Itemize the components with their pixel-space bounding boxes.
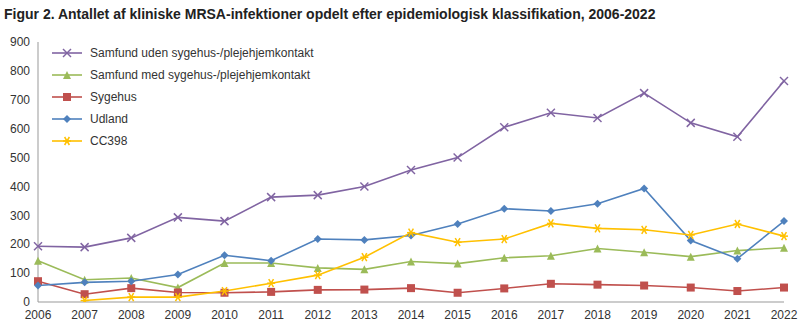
svg-text:2009: 2009	[165, 308, 192, 322]
svg-text:2010: 2010	[211, 308, 238, 322]
svg-text:2021: 2021	[724, 308, 751, 322]
html-text:Figur 2. Antallet af kliniske: Figur 2. Antallet af kliniske MRSA-infek…	[4, 6, 656, 22]
svg-text:2020: 2020	[677, 308, 704, 322]
svg-text:2012: 2012	[304, 308, 331, 322]
svg-text:2017: 2017	[538, 308, 565, 322]
html-text:Samfund uden sygehus-/plejehje: Samfund uden sygehus-/plejehjemkontakt	[90, 46, 314, 60]
svg-text:800: 800	[10, 64, 30, 78]
svg-text:2011: 2011	[258, 308, 284, 322]
svg-text:2006: 2006	[25, 308, 52, 322]
svg-text:500: 500	[10, 151, 30, 165]
html-text:Sygehus: Sygehus	[90, 90, 137, 104]
svg-text:2015: 2015	[444, 308, 471, 322]
html-text:Samfund med sygehus-/plejehjem: Samfund med sygehus-/plejehjemkontakt	[90, 68, 311, 82]
html-text:CC398: CC398	[90, 134, 128, 148]
svg-text:400: 400	[10, 180, 30, 194]
svg-text:2014: 2014	[398, 308, 425, 322]
html-text:Udland: Udland	[90, 112, 128, 126]
svg-text:2013: 2013	[351, 308, 378, 322]
svg-text:0: 0	[23, 295, 30, 309]
svg-text:2019: 2019	[631, 308, 658, 322]
svg-text:2022: 2022	[771, 308, 792, 322]
svg-text:2007: 2007	[71, 308, 98, 322]
svg-text:300: 300	[10, 209, 30, 223]
svg-text:2018: 2018	[584, 308, 611, 322]
svg-text:100: 100	[10, 266, 30, 280]
svg-text:2008: 2008	[118, 308, 145, 322]
svg-text:600: 600	[10, 122, 30, 136]
svg-text:2016: 2016	[491, 308, 518, 322]
svg-text:200: 200	[10, 237, 30, 251]
svg-text:700: 700	[10, 93, 30, 107]
svg-text:900: 900	[10, 35, 30, 49]
